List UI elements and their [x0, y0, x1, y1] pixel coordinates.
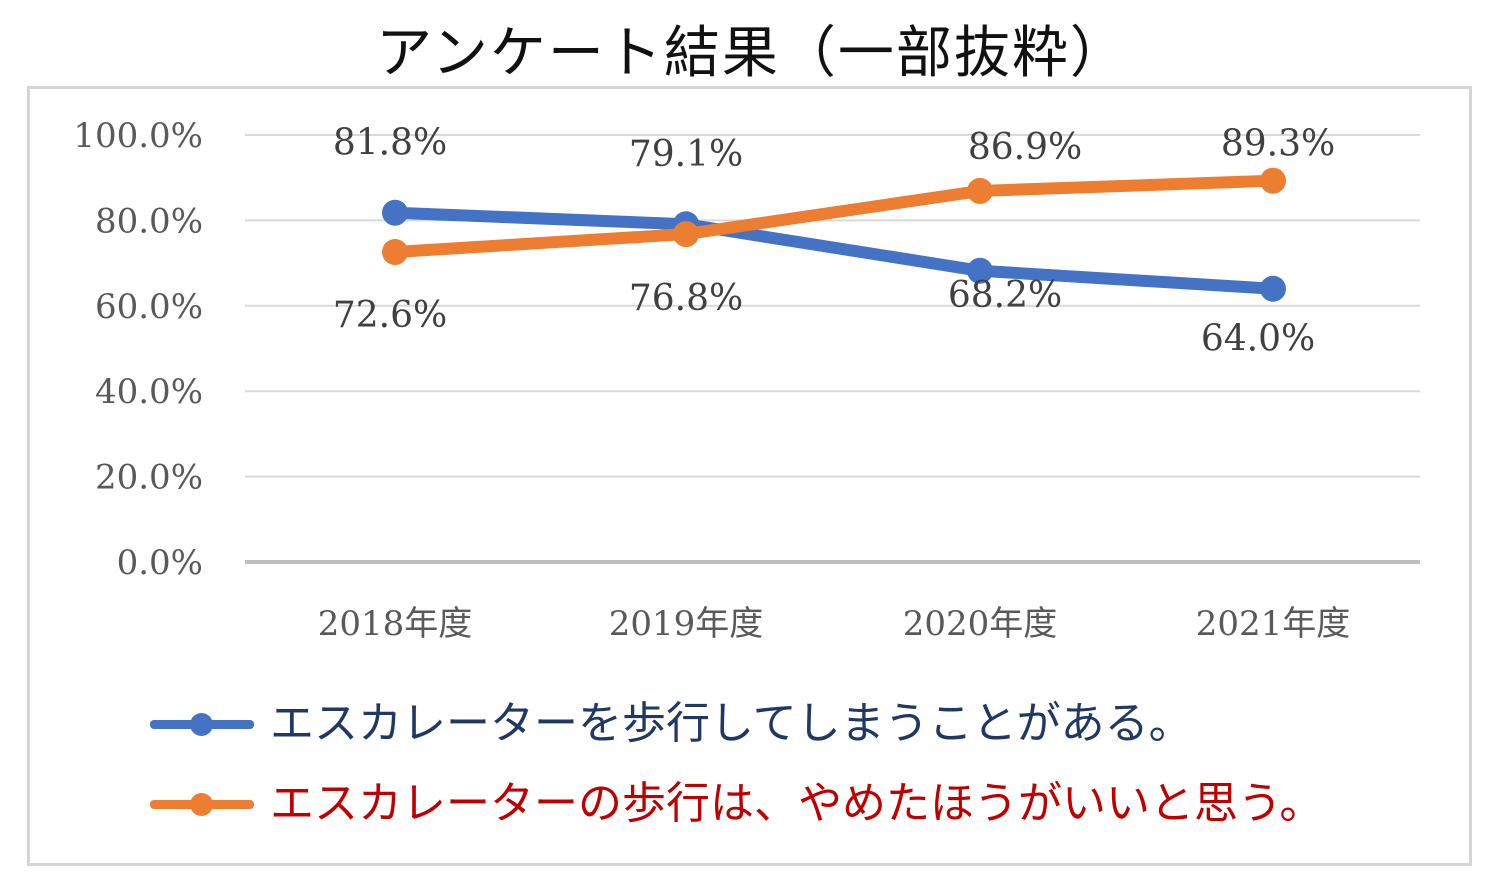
y-tick-label: 20.0% [95, 458, 203, 498]
y-tick-label: 80.0% [95, 201, 203, 241]
legend-marker-stop-walking [190, 793, 213, 816]
x-tick-label: 2018年度 [318, 604, 473, 644]
data-point [382, 199, 408, 226]
data-label: 86.9% [968, 127, 1082, 168]
data-point [1260, 167, 1286, 194]
data-point [967, 257, 993, 284]
data-label: 64.0% [1201, 319, 1315, 360]
y-tick-label: 0.0% [117, 543, 203, 583]
data-label: 89.3% [1221, 124, 1335, 165]
legend-item-stop-walking: エスカレーターの歩行は、やめたほうがいいと思う。 [150, 774, 1450, 834]
data-point [967, 177, 993, 204]
data-label: 72.6% [333, 295, 447, 336]
series-line-1 [389, 174, 1279, 258]
legend-item-walking: エスカレーターを歩行してしまうことがある。 [150, 694, 1450, 754]
data-label: 79.1% [629, 134, 743, 175]
y-tick-label: 40.0% [95, 372, 203, 412]
x-tick-label: 2019年度 [609, 604, 764, 644]
y-tick-label: 60.0% [95, 287, 203, 327]
x-tick-label: 2021年度 [1196, 604, 1351, 644]
legend-marker-walking [190, 713, 213, 736]
data-point [1260, 275, 1286, 302]
legend-label-stop-walking: エスカレーターの歩行は、やめたほうがいいと思う。 [270, 778, 1324, 829]
x-tick-label: 2020年度 [903, 604, 1058, 644]
chart-frame [27, 86, 1472, 866]
legend-label-walking: エスカレーターを歩行してしまうことがある。 [270, 698, 1193, 749]
data-label: 81.8% [333, 123, 447, 164]
data-point [673, 221, 699, 248]
y-tick-label: 100.0% [73, 116, 203, 156]
data-point [382, 238, 408, 265]
chart-title: アンケート結果（一部抜粋） [376, 21, 1128, 86]
series-line-0 [389, 206, 1279, 295]
data-label: 68.2% [948, 275, 1062, 316]
data-label: 76.8% [629, 278, 743, 319]
